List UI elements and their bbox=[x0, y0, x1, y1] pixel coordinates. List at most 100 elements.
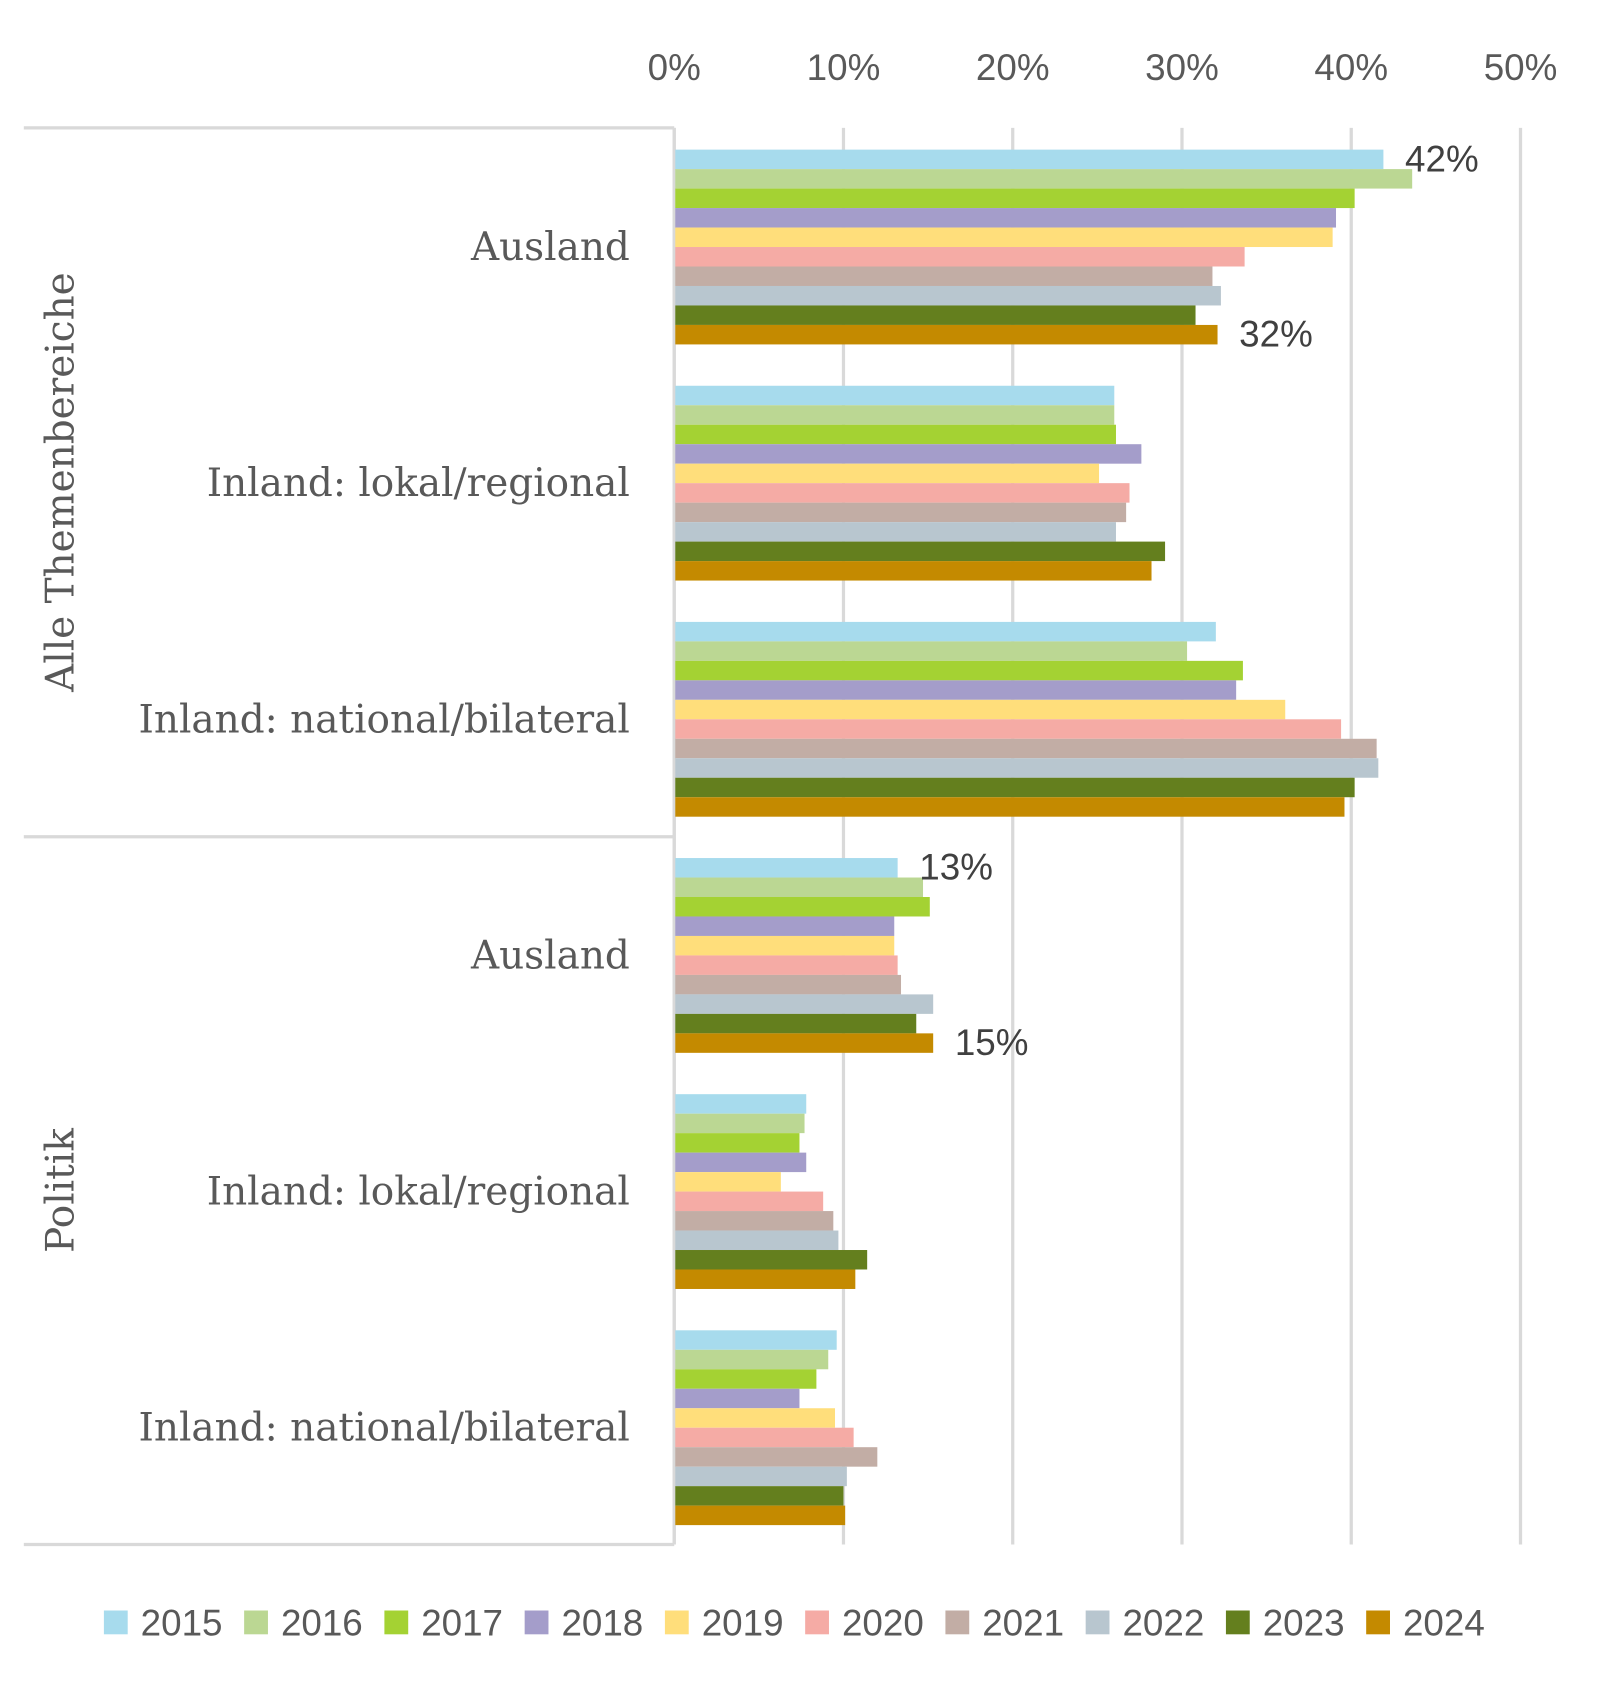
legend-swatch-2022 bbox=[1085, 1610, 1110, 1635]
legend-label: 2024 bbox=[1403, 1602, 1485, 1643]
bar-2016 bbox=[675, 877, 924, 897]
bar-2023 bbox=[675, 777, 1355, 798]
group-frame bbox=[23, 126, 676, 1547]
bar-2021 bbox=[675, 266, 1213, 286]
bar-2023 bbox=[675, 1250, 868, 1270]
category-label: Ausland bbox=[470, 933, 630, 978]
bar-2023 bbox=[675, 1013, 917, 1034]
bar-2015 bbox=[675, 621, 1216, 642]
bar-2022 bbox=[675, 1230, 839, 1251]
bar-2017 bbox=[675, 1133, 800, 1153]
bar-2020 bbox=[675, 1191, 824, 1212]
bar-2018 bbox=[675, 444, 1142, 464]
bar-2017 bbox=[675, 424, 1116, 445]
bar-2024 bbox=[675, 324, 1218, 345]
legend: 2015 2016 2017 2018 2019 2020 2021 2022 2023 2024 bbox=[103, 1602, 1485, 1643]
legend-swatch-2023 bbox=[1225, 1610, 1250, 1635]
bar-2015 bbox=[675, 1094, 807, 1114]
bar-2020 bbox=[675, 247, 1245, 267]
x-tick-label: 20% bbox=[976, 47, 1050, 88]
bar-2020 bbox=[675, 719, 1342, 739]
category-label: Inland: national/bilateral bbox=[139, 1406, 630, 1451]
bar-2022 bbox=[675, 994, 934, 1014]
bars bbox=[675, 149, 1413, 1526]
bar-2019 bbox=[675, 935, 895, 956]
data-label: 42% bbox=[1405, 138, 1479, 179]
bar-2015 bbox=[675, 385, 1115, 406]
bar-2022 bbox=[675, 285, 1221, 306]
legend-swatch-2019 bbox=[664, 1610, 689, 1635]
bar-2021 bbox=[675, 974, 902, 995]
legend-label: 2019 bbox=[702, 1602, 784, 1643]
legend-label: 2016 bbox=[281, 1602, 363, 1643]
bar-2016 bbox=[675, 1349, 829, 1370]
bar-2019 bbox=[675, 1172, 781, 1192]
legend-swatch-2016 bbox=[244, 1610, 268, 1635]
bar-2018 bbox=[675, 916, 895, 936]
bar-2024 bbox=[675, 1505, 846, 1526]
bar-2020 bbox=[675, 1427, 854, 1448]
category-labels: Ausland Inland: lokal/regional Inland: nat… bbox=[139, 225, 630, 1451]
bar-2021 bbox=[675, 1211, 834, 1231]
legend-swatch-2020 bbox=[805, 1610, 829, 1635]
bar-2017 bbox=[675, 1369, 817, 1389]
legend-label: 2022 bbox=[1122, 1602, 1204, 1643]
legend-label: 2020 bbox=[842, 1602, 924, 1643]
legend-swatch-2021 bbox=[945, 1610, 970, 1635]
x-tick-label: 30% bbox=[1145, 47, 1219, 88]
group-labels: Alle Themenbereiche Politik bbox=[39, 272, 84, 1253]
bar-2024 bbox=[675, 797, 1345, 817]
legend-swatch-2017 bbox=[384, 1610, 409, 1635]
legend-label: 2015 bbox=[141, 1602, 223, 1643]
legend-swatch-2018 bbox=[524, 1610, 549, 1635]
data-label: 15% bbox=[955, 1022, 1029, 1063]
bar-2024 bbox=[675, 561, 1152, 581]
bar-2019 bbox=[675, 463, 1100, 484]
bar-2016 bbox=[675, 1113, 805, 1134]
bar-2019 bbox=[675, 699, 1286, 720]
x-tick-label: 0% bbox=[648, 47, 701, 88]
bar-2018 bbox=[675, 1388, 800, 1409]
legend-swatch-2015 bbox=[103, 1610, 128, 1635]
category-label: Inland: national/bilateral bbox=[139, 697, 630, 742]
group-label: Politik bbox=[39, 1128, 84, 1253]
bar-2017 bbox=[675, 896, 930, 917]
bar-2022 bbox=[675, 1466, 847, 1487]
category-label: Ausland bbox=[470, 225, 630, 270]
bar-2022 bbox=[675, 522, 1116, 542]
data-label: 32% bbox=[1239, 314, 1313, 355]
bar-2018 bbox=[675, 1152, 807, 1173]
bar-2015 bbox=[675, 1330, 837, 1350]
bar-2019 bbox=[675, 227, 1333, 248]
bar-2018 bbox=[675, 680, 1237, 700]
bar-2021 bbox=[675, 502, 1127, 523]
x-axis-ticks: 0% 10% 20% 30% 40% 50% bbox=[648, 47, 1558, 88]
x-tick-label: 40% bbox=[1314, 47, 1388, 88]
bar-2024 bbox=[675, 1269, 856, 1289]
category-label: Inland: lokal/regional bbox=[207, 1170, 630, 1215]
bar-2019 bbox=[675, 1408, 836, 1428]
bar-2017 bbox=[675, 188, 1355, 209]
legend-label: 2018 bbox=[561, 1602, 643, 1643]
bar-2023 bbox=[675, 1486, 844, 1506]
bar-2023 bbox=[675, 305, 1196, 325]
legend-label: 2017 bbox=[421, 1602, 503, 1643]
x-tick-label: 10% bbox=[807, 47, 881, 88]
bar-2017 bbox=[675, 660, 1243, 681]
bar-2016 bbox=[675, 405, 1115, 425]
bar-2020 bbox=[675, 483, 1130, 503]
category-label: Inland: lokal/regional bbox=[207, 461, 630, 506]
x-tick-label: 50% bbox=[1484, 47, 1558, 88]
legend-label: 2023 bbox=[1263, 1602, 1345, 1643]
bar-2022 bbox=[675, 758, 1379, 778]
bar-2024 bbox=[675, 1033, 934, 1053]
bar-2018 bbox=[675, 208, 1337, 228]
bar-2021 bbox=[675, 738, 1377, 759]
bar-2021 bbox=[675, 1447, 878, 1467]
data-label: 13% bbox=[919, 847, 993, 888]
data-labels: 42% 32% 13% 15% bbox=[919, 138, 1478, 1063]
legend-swatch-2024 bbox=[1366, 1610, 1390, 1635]
bar-2023 bbox=[675, 541, 1166, 562]
group-label: Alle Themenbereiche bbox=[39, 272, 84, 693]
